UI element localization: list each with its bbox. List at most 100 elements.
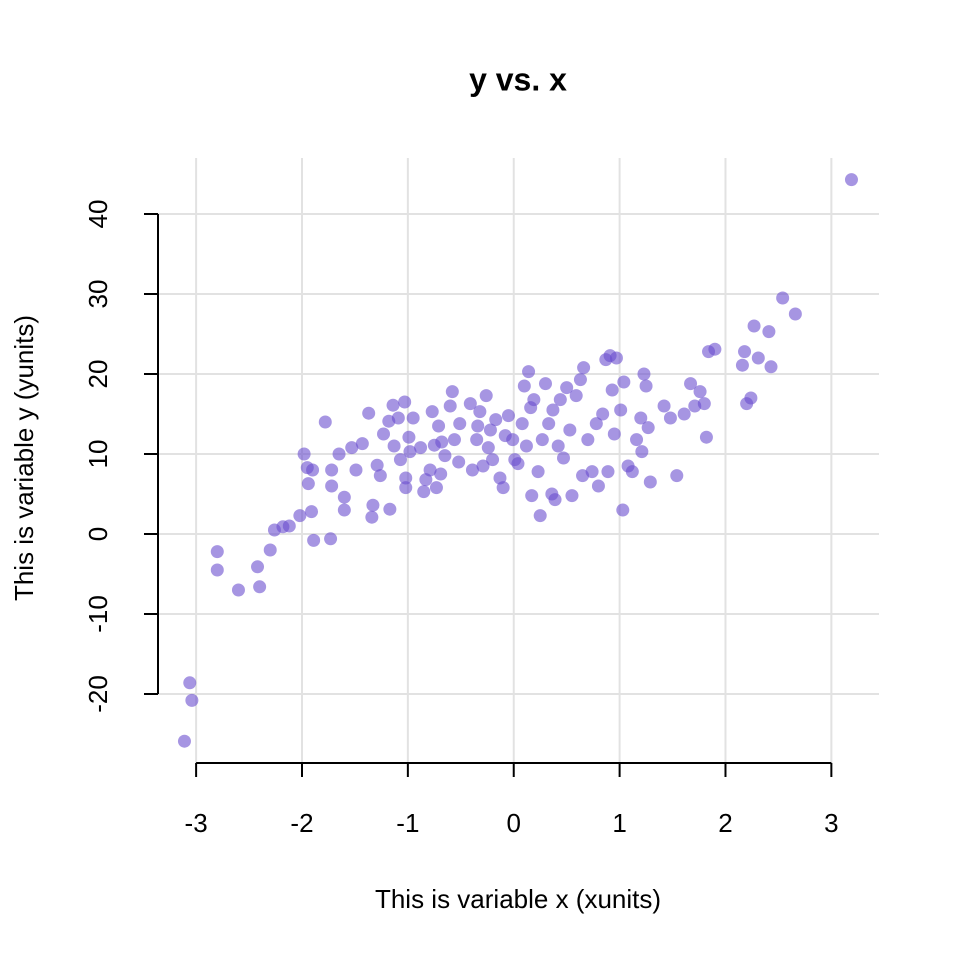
point [399, 471, 413, 485]
point [453, 417, 467, 431]
point [519, 439, 533, 453]
y-tick-label: 40 [83, 200, 113, 229]
point [345, 441, 359, 455]
point [776, 291, 790, 305]
point [609, 351, 623, 365]
point [788, 307, 802, 321]
point [693, 385, 707, 399]
x-axis-label: This is variable x (xunits) [375, 884, 661, 914]
point [546, 403, 560, 417]
point [527, 393, 541, 407]
x-tick-label: -1 [396, 808, 419, 838]
point [641, 421, 655, 435]
point [560, 381, 574, 395]
point [657, 399, 671, 413]
point [337, 490, 351, 504]
point [370, 458, 384, 472]
point [231, 583, 245, 597]
point [377, 427, 391, 441]
point [398, 395, 412, 409]
point [263, 543, 277, 557]
point [479, 389, 493, 403]
point [325, 463, 339, 477]
point [735, 358, 749, 372]
point [432, 419, 446, 433]
point [473, 405, 487, 419]
point [708, 342, 722, 356]
point [531, 465, 545, 479]
point [670, 469, 684, 483]
point [522, 365, 536, 379]
point [511, 457, 525, 471]
point [332, 447, 346, 461]
point [185, 693, 199, 707]
point [386, 398, 400, 412]
point [402, 430, 416, 444]
point [663, 411, 677, 425]
point [630, 433, 644, 447]
point [403, 445, 417, 459]
point [251, 560, 265, 574]
point [414, 441, 428, 455]
point [506, 433, 520, 447]
x-tick-label: -3 [185, 808, 208, 838]
point [538, 377, 552, 391]
point [616, 503, 630, 517]
point [425, 405, 439, 419]
point [325, 479, 339, 493]
point [391, 411, 405, 425]
point [399, 481, 413, 495]
point [565, 489, 579, 503]
point [747, 319, 761, 333]
point [607, 427, 621, 441]
y-tick-label: -10 [83, 595, 113, 633]
point [470, 433, 484, 447]
y-tick-label: 30 [83, 280, 113, 309]
point [589, 417, 603, 431]
point [282, 519, 296, 533]
point [573, 373, 587, 387]
point [434, 467, 448, 481]
point [542, 417, 556, 431]
point [486, 453, 500, 467]
point [548, 493, 562, 507]
point [463, 397, 477, 411]
point [476, 459, 490, 473]
x-tick-label: 3 [824, 808, 838, 838]
point [625, 465, 639, 479]
point [452, 455, 466, 469]
point [253, 580, 267, 594]
point [438, 449, 452, 463]
point [445, 385, 459, 399]
point [684, 377, 698, 391]
point [383, 502, 397, 516]
point [577, 361, 591, 375]
point [601, 465, 615, 479]
point [591, 479, 605, 493]
point [762, 325, 776, 339]
point [306, 463, 320, 477]
point [535, 433, 549, 447]
point [496, 481, 510, 495]
point [563, 423, 577, 437]
point [751, 351, 765, 365]
point [366, 498, 380, 512]
point [764, 360, 778, 374]
point [297, 447, 311, 461]
point [596, 407, 610, 421]
x-tick-label: 1 [612, 808, 626, 838]
point [481, 441, 495, 455]
point [307, 533, 321, 547]
point [501, 409, 515, 423]
point [525, 489, 539, 503]
y-tick-label: -20 [83, 675, 113, 713]
point [417, 485, 431, 499]
point [365, 510, 379, 524]
point [293, 509, 307, 523]
x-tick-label: 2 [718, 808, 732, 838]
point [349, 463, 363, 477]
y-tick-label: 10 [83, 440, 113, 469]
point [605, 383, 619, 397]
point [183, 676, 197, 690]
point [435, 435, 449, 449]
